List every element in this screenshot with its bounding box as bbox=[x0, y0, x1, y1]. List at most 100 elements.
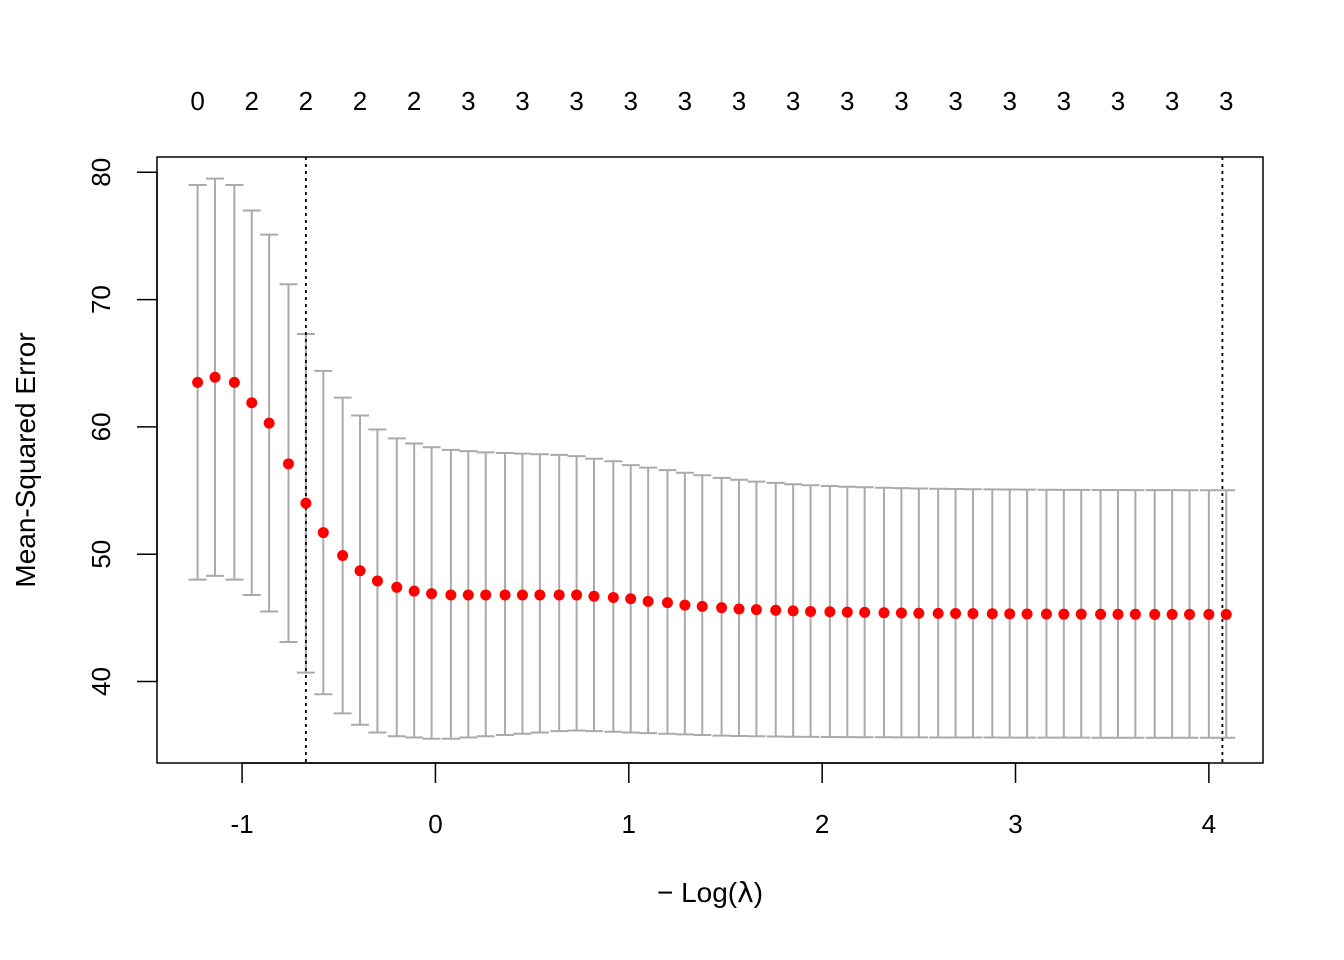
y-tick-label: 80 bbox=[86, 158, 116, 187]
data-point bbox=[1075, 608, 1087, 620]
top-axis-label: 3 bbox=[1002, 86, 1016, 116]
data-point bbox=[1095, 608, 1107, 620]
data-point bbox=[625, 593, 637, 605]
data-point bbox=[408, 585, 420, 597]
top-axis-label: 3 bbox=[894, 86, 908, 116]
data-point bbox=[209, 371, 221, 383]
top-axis-label: 3 bbox=[1165, 86, 1179, 116]
data-point bbox=[337, 549, 349, 561]
reference-lines bbox=[304, 157, 1224, 763]
data-point bbox=[696, 600, 708, 612]
y-tick-label: 40 bbox=[86, 667, 116, 696]
data-point bbox=[553, 589, 565, 601]
data-point bbox=[192, 376, 204, 388]
data-point bbox=[913, 607, 925, 619]
x-axis-title-symbol: λ bbox=[737, 876, 754, 909]
y-tick-label: 60 bbox=[86, 412, 116, 441]
data-point bbox=[317, 527, 329, 539]
top-axis-label: 2 bbox=[245, 86, 259, 116]
top-axis-label: 3 bbox=[515, 86, 529, 116]
data-point bbox=[1004, 608, 1016, 620]
x-axis-title-prefix: − Log( bbox=[657, 877, 738, 908]
top-axis-label: 2 bbox=[299, 86, 313, 116]
y-axis: 40 50 60 70 80 bbox=[86, 158, 158, 696]
x-tick-label: 2 bbox=[815, 809, 829, 839]
data-point bbox=[462, 589, 474, 601]
data-point bbox=[787, 605, 799, 617]
top-axis-label: 3 bbox=[569, 86, 583, 116]
data-point bbox=[354, 565, 366, 577]
data-point bbox=[824, 606, 836, 618]
data-point bbox=[770, 604, 782, 616]
data-point bbox=[246, 397, 258, 409]
data-point bbox=[932, 607, 944, 619]
data-point bbox=[499, 589, 511, 601]
top-axis-label: 3 bbox=[948, 86, 962, 116]
x-axis-title: − Log(λ) bbox=[657, 876, 763, 909]
data-point bbox=[263, 417, 275, 429]
data-point bbox=[571, 589, 583, 601]
top-axis-label: 3 bbox=[732, 86, 746, 116]
data-point bbox=[445, 589, 457, 601]
data-point bbox=[1149, 608, 1161, 620]
data-point bbox=[1021, 608, 1033, 620]
top-axis-label: 3 bbox=[678, 86, 692, 116]
data-point bbox=[228, 376, 240, 388]
data-point bbox=[1058, 608, 1070, 620]
top-axis-label: 2 bbox=[407, 86, 421, 116]
top-axis-label: 3 bbox=[840, 86, 854, 116]
data-point bbox=[1184, 608, 1196, 620]
data-points bbox=[192, 371, 1232, 620]
data-point bbox=[1129, 608, 1141, 620]
top-axis-label: 0 bbox=[190, 86, 204, 116]
data-point bbox=[895, 607, 907, 619]
data-point bbox=[300, 497, 312, 509]
data-point bbox=[986, 608, 998, 620]
top-axis-label: 3 bbox=[1219, 86, 1233, 116]
data-point bbox=[859, 606, 871, 618]
data-point bbox=[607, 591, 619, 603]
data-point bbox=[1040, 608, 1052, 620]
data-point bbox=[716, 602, 728, 614]
data-point bbox=[282, 458, 294, 470]
data-point bbox=[1203, 608, 1215, 620]
data-point bbox=[534, 589, 546, 601]
y-tick-label: 70 bbox=[86, 285, 116, 314]
data-point bbox=[371, 575, 383, 587]
data-point bbox=[679, 599, 691, 611]
x-tick-label: 1 bbox=[622, 809, 636, 839]
y-tick-label: 50 bbox=[86, 540, 116, 569]
x-axis: -1 0 1 2 3 4 bbox=[231, 762, 1216, 839]
data-point bbox=[878, 607, 890, 619]
top-axis-label: 3 bbox=[623, 86, 637, 116]
data-point bbox=[588, 590, 600, 602]
x-tick-label: 4 bbox=[1202, 809, 1216, 839]
data-point bbox=[426, 588, 438, 600]
data-point bbox=[516, 589, 528, 601]
data-point bbox=[967, 608, 979, 620]
y-axis-title: Mean-Squared Error bbox=[10, 332, 41, 587]
top-axis-label: 2 bbox=[353, 86, 367, 116]
x-axis-title-suffix: ) bbox=[754, 877, 763, 908]
data-point bbox=[661, 597, 673, 609]
top-axis-label: 3 bbox=[461, 86, 475, 116]
data-point bbox=[750, 604, 762, 616]
top-axis-label: 3 bbox=[1057, 86, 1071, 116]
data-point bbox=[950, 608, 962, 620]
data-point bbox=[841, 606, 853, 618]
x-tick-label: 0 bbox=[428, 809, 442, 839]
data-point bbox=[1112, 608, 1124, 620]
data-point bbox=[480, 589, 492, 601]
data-point bbox=[642, 595, 654, 607]
top-axis-label: 3 bbox=[1111, 86, 1125, 116]
top-axis: 0 2 2 2 2 3 3 3 3 3 3 3 3 3 3 3 3 3 3 3 bbox=[190, 86, 1233, 116]
data-point bbox=[391, 581, 403, 593]
x-tick-label: 3 bbox=[1008, 809, 1022, 839]
data-point bbox=[1166, 608, 1178, 620]
data-point bbox=[1220, 608, 1232, 620]
data-point bbox=[733, 603, 745, 615]
top-axis-label: 3 bbox=[786, 86, 800, 116]
data-point bbox=[805, 606, 817, 617]
